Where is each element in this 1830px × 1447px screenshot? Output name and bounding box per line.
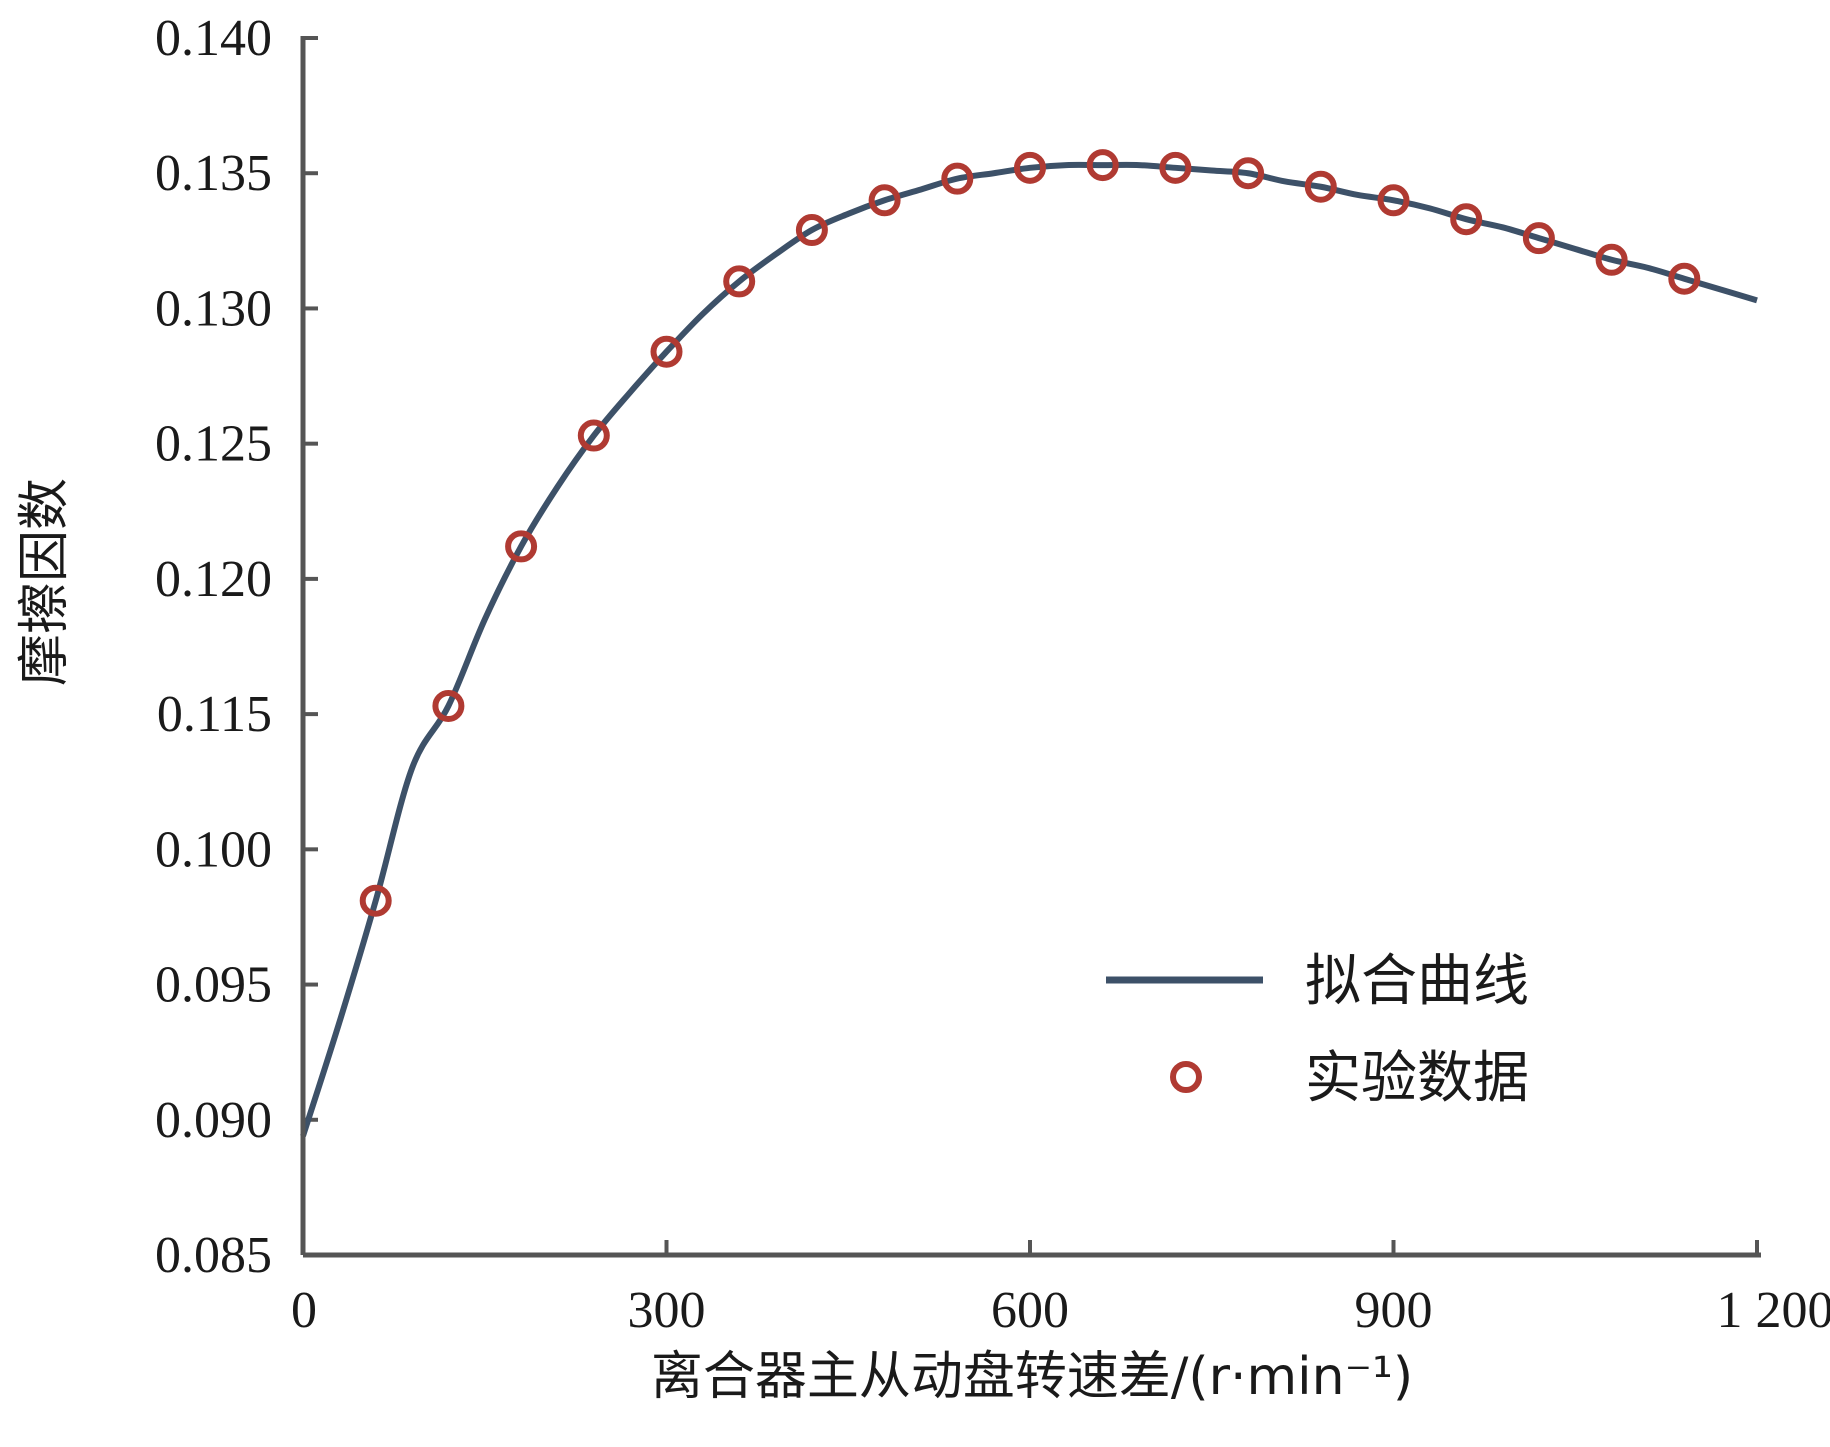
experiment-data-point bbox=[1450, 203, 1483, 236]
x-tick-label: 900 bbox=[1355, 1282, 1433, 1339]
experiment-data-point bbox=[505, 530, 538, 563]
experiment-data-point bbox=[432, 689, 465, 722]
experiment-data-point bbox=[1304, 170, 1337, 203]
y-tick-label: 0.090 bbox=[155, 1092, 272, 1149]
experiment-data-point bbox=[1668, 262, 1701, 295]
experiment-data-point bbox=[1595, 243, 1628, 276]
experiment-data-point bbox=[1014, 151, 1046, 184]
experiment-data-point bbox=[1522, 222, 1555, 255]
experiment-data-point bbox=[650, 335, 683, 368]
y-tick-label: 0.130 bbox=[155, 280, 272, 337]
experiment-data-point bbox=[868, 184, 901, 217]
legend-label-experiment: 实验数据 bbox=[1305, 1046, 1529, 1111]
legend-marker-swatch bbox=[1170, 1061, 1202, 1093]
experiment-data-point bbox=[723, 265, 756, 298]
x-tick-label: 300 bbox=[628, 1282, 706, 1339]
experiment-data-point bbox=[577, 419, 610, 452]
y-tick-label: 0.095 bbox=[155, 957, 272, 1014]
y-tick-label: 0.120 bbox=[155, 551, 272, 608]
experiment-data-point bbox=[1086, 149, 1119, 182]
y-tick-label: 0.125 bbox=[155, 416, 272, 473]
y-axis-title: 摩擦因数 bbox=[15, 478, 75, 686]
y-tick-label: 0.135 bbox=[155, 145, 272, 202]
fit-curve-line bbox=[300, 161, 1758, 1137]
experiment-data-point bbox=[1232, 157, 1265, 190]
y-tick-label: 0.100 bbox=[155, 821, 272, 878]
experiment-data-point bbox=[941, 162, 974, 195]
axis-ticks: 0.085 0.090 0.095 0.100 0.115 0.120 0.125 0.130… bbox=[155, 10, 1830, 1339]
experiment-data-point bbox=[359, 884, 392, 917]
plot-area bbox=[300, 149, 1758, 1137]
x-tick-label: 1 200 bbox=[1717, 1282, 1830, 1339]
x-tick-label: 600 bbox=[991, 1282, 1069, 1339]
y-tick-label: 0.085 bbox=[155, 1227, 272, 1284]
legend: 拟合曲线 实验数据 bbox=[1106, 949, 1529, 1111]
experiment-data-point bbox=[795, 214, 828, 247]
x-axis-title: 离合器主从动盘转速差/(r·min⁻¹) bbox=[651, 1347, 1413, 1407]
experiment-data-point bbox=[1159, 151, 1192, 184]
x-tick-label: 0 bbox=[291, 1282, 317, 1339]
legend-label-fit: 拟合曲线 bbox=[1305, 949, 1529, 1014]
y-tick-label: 0.140 bbox=[155, 10, 272, 67]
experiment-data-point bbox=[1377, 184, 1410, 217]
y-tick-label: 0.115 bbox=[157, 686, 272, 743]
